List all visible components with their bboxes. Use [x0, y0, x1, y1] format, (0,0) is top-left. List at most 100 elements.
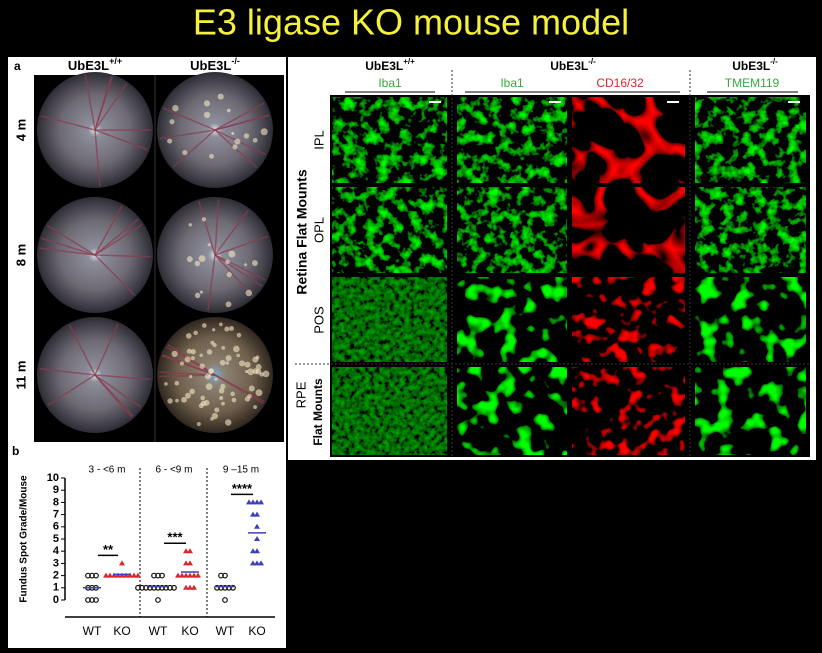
- genotype-sup: -/-: [588, 57, 596, 66]
- data-point: [254, 511, 260, 517]
- fundus-spot: [189, 388, 196, 395]
- fundus-spot: [226, 272, 232, 278]
- data-point: [258, 560, 264, 566]
- micrograph: [332, 97, 447, 183]
- vessel: [172, 129, 216, 168]
- fundus-spot: [255, 368, 262, 375]
- fundus-spot: [199, 290, 204, 294]
- fundus-spot: [194, 292, 201, 299]
- significance: ***: [167, 530, 183, 545]
- x-tick-label: KO: [113, 624, 130, 638]
- fundus-spot: [245, 289, 253, 297]
- vessel: [214, 199, 220, 256]
- micrograph: [332, 277, 447, 362]
- fundus-spot: [172, 105, 179, 112]
- data-point: [214, 584, 220, 591]
- fundus-spot: [230, 391, 235, 397]
- fundus-spot: [253, 405, 258, 410]
- y-tick-label: 6: [53, 521, 59, 533]
- vessel: [94, 129, 101, 186]
- data-point: [85, 597, 91, 603]
- fundus-spot: [224, 326, 230, 332]
- y-tick-label: 10: [47, 472, 59, 484]
- fundus-spot: [236, 332, 242, 338]
- data-point: [183, 572, 189, 578]
- row-label: 11 m: [13, 361, 28, 390]
- vessel: [94, 254, 151, 258]
- vessel: [94, 83, 128, 131]
- vessel: [39, 247, 96, 256]
- micrograph: [457, 187, 567, 273]
- micrograph: [457, 277, 567, 362]
- column-header: UbE3L+/+: [365, 57, 415, 73]
- fundus-spot: [262, 370, 270, 378]
- data-point: [159, 584, 165, 591]
- fundus-spot: [236, 353, 240, 358]
- data-point: [155, 572, 161, 579]
- genotype: UbE3L: [68, 58, 109, 73]
- fundus-spot: [231, 131, 235, 136]
- vessel: [40, 115, 96, 131]
- fundus-spot: [164, 382, 168, 386]
- data-point: [222, 584, 228, 591]
- fundus-spot: [167, 138, 173, 144]
- data-point: [191, 584, 197, 590]
- fundus-images: [37, 72, 273, 433]
- fundus-spot: [228, 250, 236, 258]
- data-point: [246, 499, 252, 505]
- vessel: [94, 129, 148, 151]
- y-axis-title: Fundus Spot Grade/Mouse: [19, 475, 30, 603]
- data-point: [131, 572, 137, 578]
- y-tick-label: 0: [53, 594, 59, 606]
- stain-label: TMEM119: [725, 76, 780, 90]
- data-point: [159, 572, 165, 579]
- vessel: [94, 374, 142, 408]
- group-label: 9 –15 m: [223, 465, 259, 476]
- vessel: [46, 225, 96, 256]
- vessel: [214, 254, 266, 281]
- y-tick-label: 5: [53, 533, 59, 545]
- column-header: UbE3L-/-: [732, 57, 778, 73]
- stain-label: CD16/32: [596, 76, 644, 90]
- fundus-spot: [201, 217, 207, 222]
- fundus-spot: [179, 361, 184, 366]
- vessel: [94, 218, 139, 256]
- fundus-spot: [247, 368, 255, 376]
- vessel: [214, 254, 263, 287]
- fundus-spot: [174, 380, 180, 386]
- data-point: [163, 584, 169, 591]
- fundus-spot: [207, 243, 211, 247]
- vessel: [159, 129, 216, 140]
- data-point: [195, 572, 201, 578]
- data-point: [250, 560, 256, 566]
- data-point: [155, 597, 161, 603]
- data-point: [167, 584, 173, 591]
- genotype-sup: -/-: [231, 56, 240, 66]
- fundus-spot: [169, 119, 175, 125]
- data-point: [155, 584, 161, 591]
- fundus-spot: [182, 150, 188, 156]
- fundus-spot: [185, 333, 192, 339]
- data-point: [222, 597, 228, 603]
- fundus-spot: [203, 111, 211, 119]
- fundus-spot: [190, 356, 195, 361]
- stain-label: Iba1: [500, 76, 524, 90]
- data-point: [103, 572, 109, 578]
- fundus-spot: [214, 377, 218, 381]
- panel-b: [8, 444, 286, 648]
- data-point: [93, 597, 99, 603]
- micrograph: [572, 367, 685, 455]
- fundus-spot: [201, 323, 207, 328]
- vessel: [94, 374, 151, 381]
- fundus-spot: [205, 383, 213, 390]
- y-tick-label: 8: [53, 496, 59, 508]
- fundus-spot: [208, 374, 212, 378]
- column-header: UbE3L-/-: [190, 56, 240, 73]
- genotype: UbE3L: [190, 58, 231, 73]
- fundus-spot: [232, 144, 238, 150]
- vessel: [47, 374, 96, 406]
- slide-title: E3 ligase KO mouse model: [193, 2, 629, 43]
- data-point: [143, 584, 149, 591]
- fundus-spot: [220, 383, 226, 390]
